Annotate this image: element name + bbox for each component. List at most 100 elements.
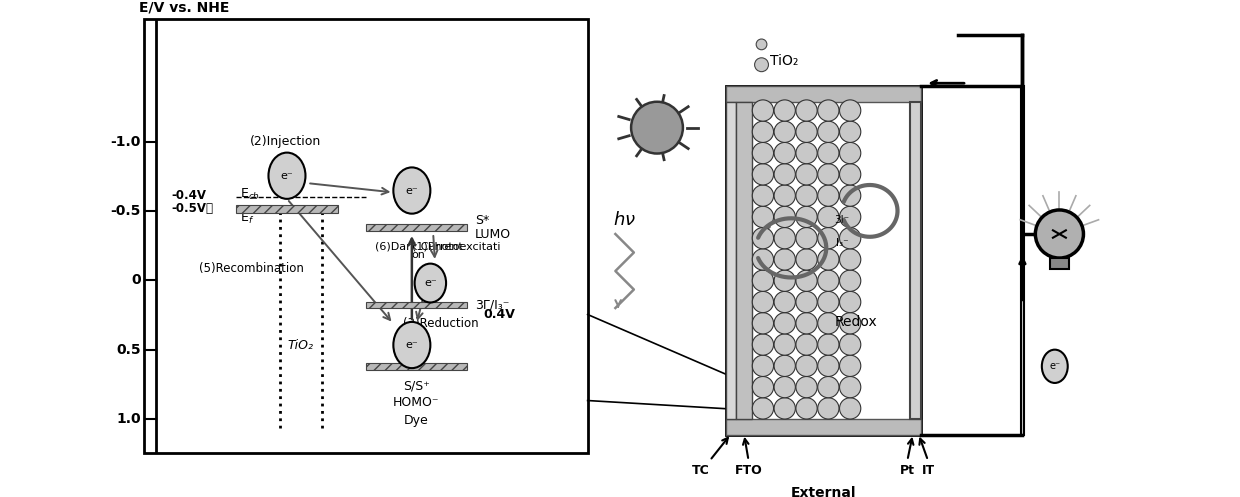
Circle shape (753, 164, 774, 185)
Circle shape (839, 164, 861, 185)
Text: 0.5: 0.5 (117, 342, 141, 357)
Circle shape (839, 228, 861, 249)
Circle shape (753, 143, 774, 164)
Bar (910, 102, 920, 419)
Circle shape (817, 249, 839, 270)
Circle shape (839, 249, 861, 270)
Circle shape (774, 398, 795, 419)
Bar (366, 224, 467, 231)
Circle shape (631, 102, 683, 154)
Circle shape (753, 270, 774, 291)
Circle shape (817, 143, 839, 164)
Text: (1)Photoexcitati: (1)Photoexcitati (412, 241, 501, 251)
Circle shape (817, 355, 839, 377)
Ellipse shape (1042, 350, 1068, 383)
Circle shape (817, 164, 839, 185)
Bar (1021, 86, 1024, 435)
Circle shape (753, 228, 774, 249)
Text: e⁻: e⁻ (405, 185, 418, 195)
Circle shape (753, 100, 774, 121)
Circle shape (774, 249, 795, 270)
Circle shape (753, 334, 774, 355)
Circle shape (774, 377, 795, 398)
Circle shape (774, 164, 795, 185)
Circle shape (796, 313, 817, 334)
Text: S*: S* (475, 214, 489, 227)
Text: (5)Recombination: (5)Recombination (200, 262, 304, 275)
Text: -1.0: -1.0 (110, 135, 141, 149)
Circle shape (839, 206, 861, 228)
Text: 3Γ/I₃⁻: 3Γ/I₃⁻ (475, 299, 510, 312)
Circle shape (774, 355, 795, 377)
Circle shape (774, 291, 795, 313)
Circle shape (817, 377, 839, 398)
Text: e⁻: e⁻ (424, 278, 436, 288)
Circle shape (839, 121, 861, 143)
Circle shape (753, 249, 774, 270)
Text: 1.0: 1.0 (117, 412, 141, 426)
Text: I₃⁻: I₃⁻ (836, 238, 848, 248)
Bar (1050, 258, 1069, 269)
Circle shape (774, 334, 795, 355)
Circle shape (796, 143, 817, 164)
Text: E$_f$: E$_f$ (239, 211, 254, 226)
Circle shape (839, 143, 861, 164)
Text: Redox: Redox (835, 315, 877, 329)
Circle shape (817, 121, 839, 143)
Circle shape (817, 398, 839, 419)
Circle shape (796, 334, 817, 355)
Circle shape (796, 164, 817, 185)
Text: (3)Reduction: (3)Reduction (403, 317, 479, 330)
Text: IT: IT (921, 464, 935, 477)
Bar (727, 419, 920, 435)
Text: E$_{cb}$: E$_{cb}$ (239, 186, 259, 202)
Circle shape (839, 100, 861, 121)
Circle shape (753, 291, 774, 313)
Text: E/V vs. NHE: E/V vs. NHE (139, 1, 229, 15)
Circle shape (839, 377, 861, 398)
Circle shape (796, 121, 817, 143)
Text: LUMO: LUMO (475, 229, 511, 242)
Text: e⁻: e⁻ (405, 340, 418, 350)
Circle shape (796, 291, 817, 313)
Bar (727, 86, 920, 435)
Circle shape (753, 355, 774, 377)
Bar (366, 302, 467, 309)
Ellipse shape (393, 167, 430, 214)
Circle shape (796, 185, 817, 206)
Text: Dye: Dye (404, 414, 429, 427)
Circle shape (839, 398, 861, 419)
Text: External: External (791, 486, 857, 497)
Circle shape (796, 270, 817, 291)
Circle shape (817, 228, 839, 249)
Text: on: on (412, 250, 425, 260)
Circle shape (774, 228, 795, 249)
Circle shape (774, 313, 795, 334)
Bar (144, 19, 588, 453)
Circle shape (839, 355, 861, 377)
Circle shape (774, 100, 795, 121)
Circle shape (839, 313, 861, 334)
Text: -0.5V～: -0.5V～ (171, 202, 213, 215)
Circle shape (839, 291, 861, 313)
Circle shape (796, 398, 817, 419)
Text: FTO: FTO (735, 464, 763, 477)
Circle shape (817, 291, 839, 313)
Circle shape (817, 270, 839, 291)
Text: TiO₂: TiO₂ (288, 338, 314, 351)
Circle shape (817, 313, 839, 334)
Circle shape (796, 100, 817, 121)
Circle shape (753, 398, 774, 419)
Circle shape (796, 206, 817, 228)
Ellipse shape (414, 263, 446, 303)
Circle shape (774, 143, 795, 164)
Ellipse shape (393, 322, 430, 368)
Circle shape (796, 228, 817, 249)
Circle shape (774, 185, 795, 206)
Text: -0.4V: -0.4V (171, 189, 206, 202)
Text: HOMO⁻: HOMO⁻ (393, 396, 440, 409)
Circle shape (839, 185, 861, 206)
Circle shape (774, 121, 795, 143)
Bar (735, 102, 753, 419)
Text: (6)Dark Current: (6)Dark Current (374, 241, 463, 251)
